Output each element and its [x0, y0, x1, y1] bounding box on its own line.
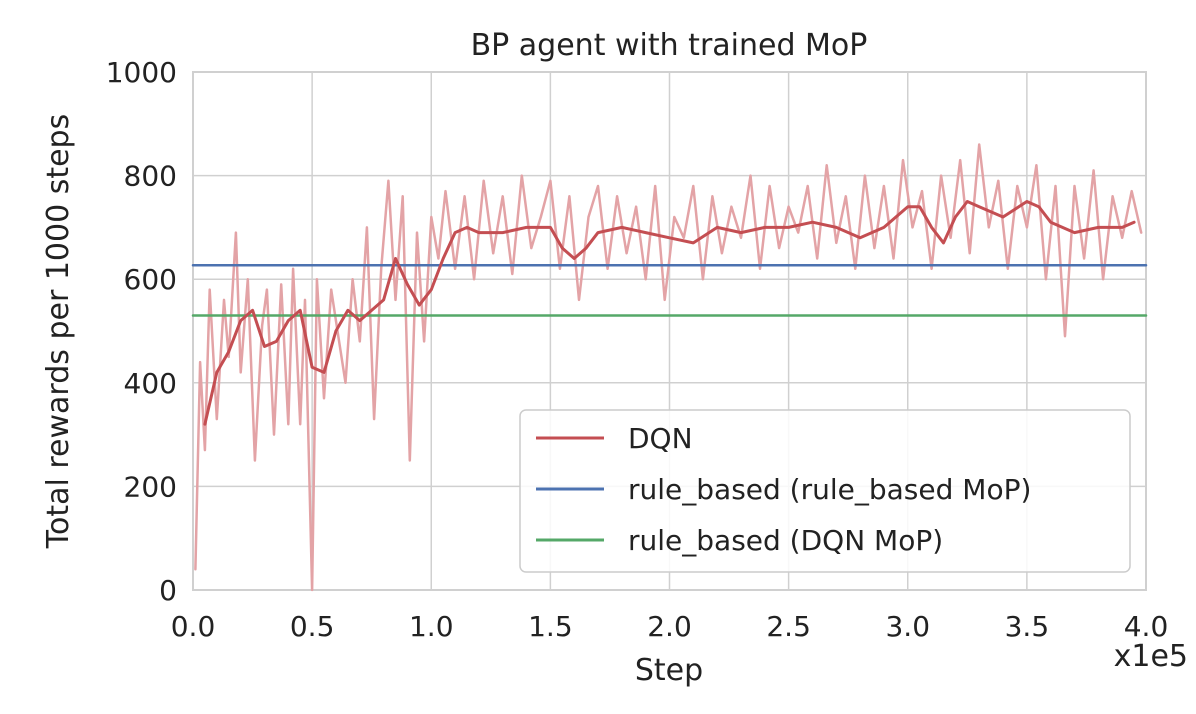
series-dqn — [203, 200, 1136, 426]
x-tick-label: 4.0 — [1124, 610, 1169, 643]
x-tick-label: 2.5 — [766, 610, 811, 643]
y-tick-label: 400 — [124, 367, 177, 400]
x-tick-label: 0.0 — [171, 610, 216, 643]
y-tick-labels: 0 200 400 600 800 1000 — [106, 56, 177, 607]
x-tick-labels: 0.0 0.5 1.0 1.5 2.0 2.5 3.0 3.5 4.0 — [171, 610, 1169, 643]
y-tick-label: 800 — [124, 160, 177, 193]
y-tick-label: 1000 — [106, 56, 177, 89]
y-tick-label: 200 — [124, 470, 177, 503]
legend-label-rule-based-dqn-mop: rule_based (DQN MoP) — [628, 524, 943, 557]
legend: DQN rule_based (rule_based MoP) rule_bas… — [519, 409, 1131, 573]
chart-title: BP agent with trained MoP — [471, 28, 868, 63]
y-axis-label: Total rewards per 1000 steps — [41, 114, 76, 549]
series-layer — [191, 143, 1148, 592]
x-tick-label: 0.5 — [290, 610, 335, 643]
y-tick-label: 600 — [124, 263, 177, 296]
y-tick-label: 0 — [159, 574, 177, 607]
x-tick-label: 3.5 — [1005, 610, 1050, 643]
x-tick-label: 3.0 — [885, 610, 930, 643]
x-tick-label: 2.0 — [647, 610, 692, 643]
legend-label-rule-based-rule-mop: rule_based (rule_based MoP) — [628, 473, 1031, 506]
legend-label-dqn: DQN — [628, 422, 693, 455]
plot-frame — [192, 71, 1147, 591]
x-tick-label: 1.5 — [528, 610, 573, 643]
legend-box — [519, 409, 1131, 573]
x-axis-label: Step — [635, 653, 703, 688]
x-axis-multiplier: x1e5 — [1114, 639, 1188, 674]
x-tick-label: 1.0 — [409, 610, 454, 643]
